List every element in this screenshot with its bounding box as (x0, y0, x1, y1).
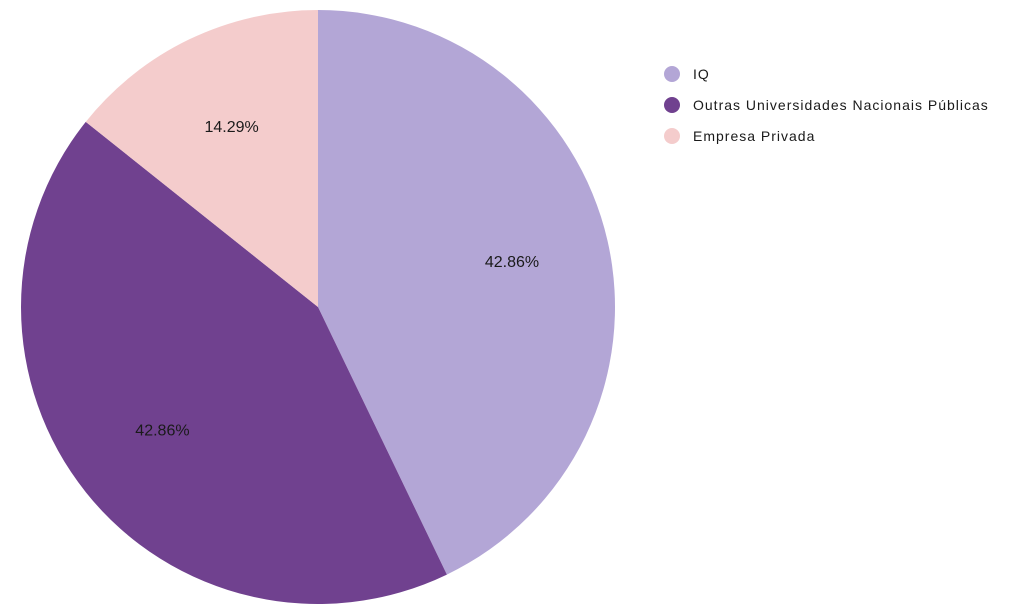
legend-item-iq[interactable]: IQ (664, 58, 989, 89)
pie-slice-iq (318, 10, 615, 575)
slice-label-outras-universidades-nacionais-publicas: 42.86% (135, 422, 189, 439)
legend-swatch (664, 96, 680, 113)
legend-label: IQ (693, 65, 710, 82)
legend-item-empresa-privada[interactable]: Empresa Privada (664, 120, 989, 151)
legend-label: Outras Universidades Nacionais Públicas (693, 96, 989, 113)
slice-label-empresa-privada: 14.29% (205, 119, 259, 136)
legend-swatch (664, 65, 680, 82)
legend-swatch (664, 127, 680, 144)
pie-slice-outras-universidades-nacionais-publicas (21, 121, 447, 604)
legend-item-outras-universidades-nacionais-publicas[interactable]: Outras Universidades Nacionais Públicas (664, 89, 989, 120)
legend-label: Empresa Privada (693, 127, 816, 144)
pie-slice-labels: 42.86% 42.86% 14.29% (135, 119, 539, 439)
pie-slices (21, 10, 615, 604)
chart-legend: IQ Outras Universidades Nacionais Pública… (664, 58, 989, 151)
pie-slice-empresa-privada (85, 10, 318, 307)
slice-label-iq: 42.86% (485, 254, 539, 271)
